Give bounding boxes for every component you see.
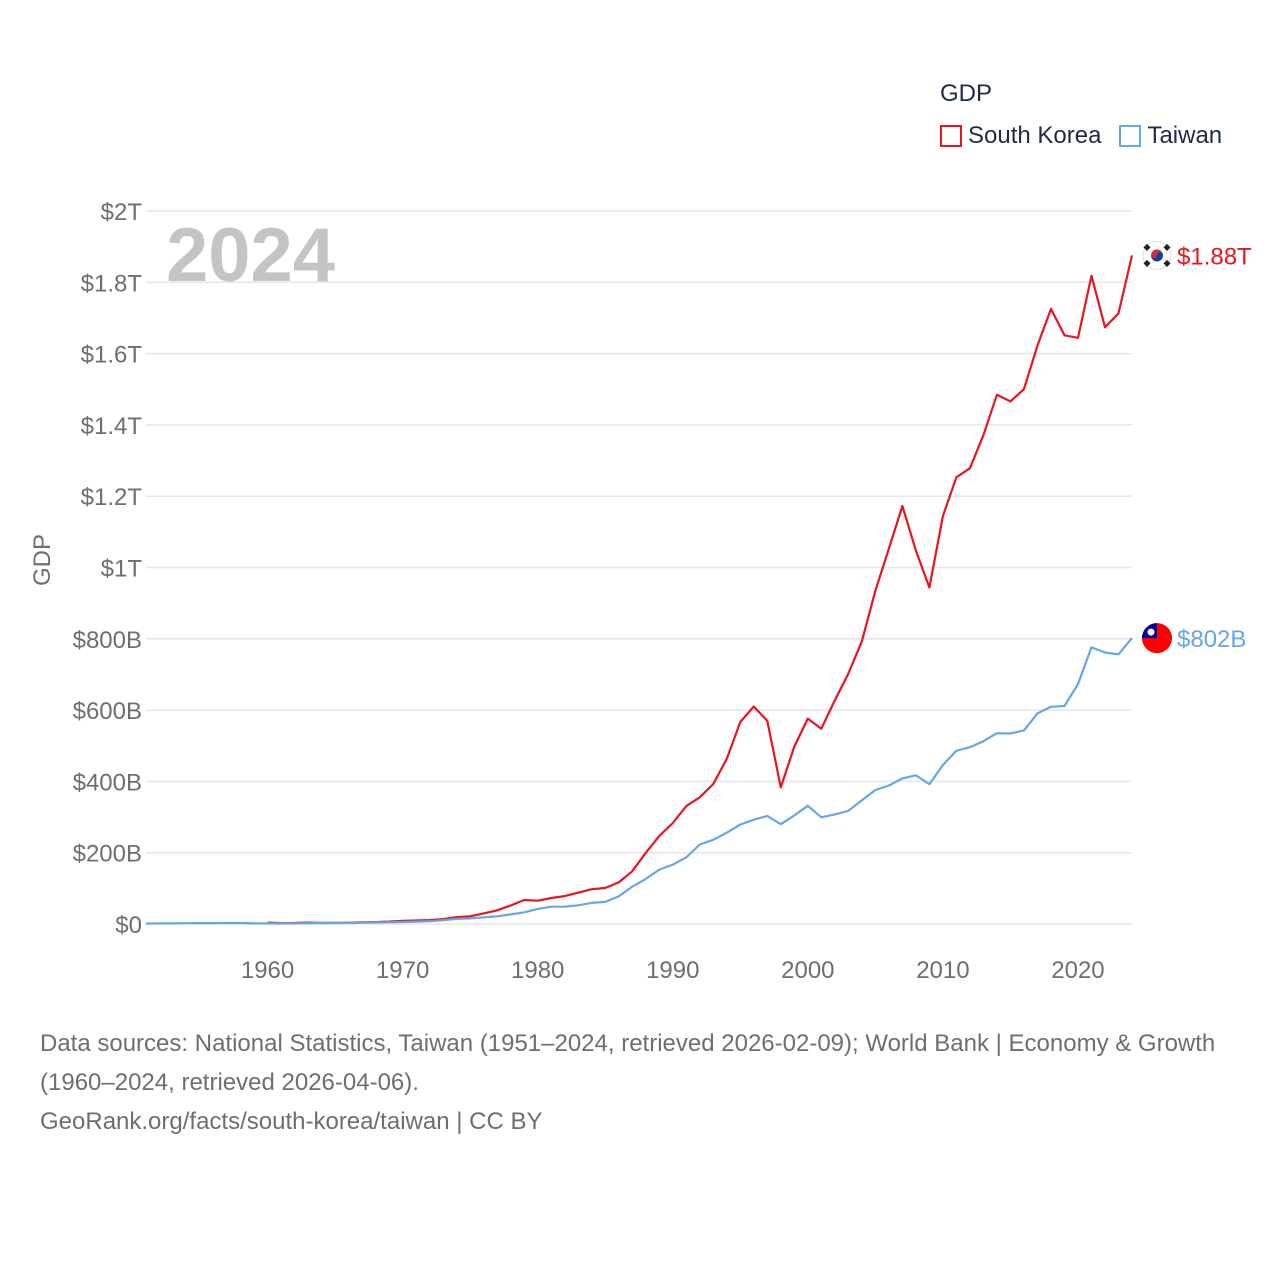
x-tick-label: 2010 <box>916 957 969 984</box>
y-tick-label: $0 <box>115 912 142 939</box>
legend-item-south-korea[interactable]: South Korea <box>940 122 1101 150</box>
taiwan-flag-icon <box>1142 623 1172 654</box>
legend-item-taiwan[interactable]: Taiwan <box>1119 122 1222 150</box>
data-source-note: Data sources: National Statistics, Taiwa… <box>40 1024 1240 1141</box>
series-line-taiwan <box>145 637 1133 925</box>
x-tick-label: 1990 <box>646 957 699 984</box>
y-axis-label: GDP <box>29 534 56 586</box>
x-tick-label: 1960 <box>241 957 294 984</box>
series-lines <box>145 255 1134 925</box>
end-value-label-south-korea: $1.88T <box>1177 243 1252 270</box>
y-tick-label: $2T <box>101 199 143 226</box>
y-tick-label: $1.8T <box>81 270 143 297</box>
year-watermark: 2024 <box>166 213 335 298</box>
y-tick-label: $200B <box>73 841 142 868</box>
y-axis-ticks: $0 $200B $400B $600B $800B $1T $1.2T $1.4T $1.6T… <box>73 199 143 939</box>
source-text: Data sources: National Statistics, Taiwa… <box>40 1030 1216 1096</box>
source-link[interactable]: GeoRank.org/facts/south-korea/taiwan | C… <box>40 1108 543 1135</box>
legend-label-taiwan: Taiwan <box>1147 122 1223 149</box>
legend-swatch-taiwan <box>1119 125 1142 147</box>
x-tick-label: 2020 <box>1051 957 1104 984</box>
x-tick-label: 1980 <box>511 957 564 984</box>
x-axis-ticks: 1960 1970 1980 1990 2000 2010 2020 <box>241 957 1105 984</box>
south-korea-flag-icon <box>1142 240 1172 270</box>
gdp-line-chart: 2024 $0 $200B $400B $600B $800B $1T $1.2T $1.4T… <box>29 199 1252 984</box>
y-tick-label: $400B <box>73 769 142 796</box>
y-tick-label: $1.2T <box>81 484 143 511</box>
legend-label-south-korea: South Korea <box>968 122 1102 149</box>
legend-title: GDP <box>940 80 993 107</box>
y-tick-label: $800B <box>73 627 142 654</box>
end-value-label-taiwan: $802B <box>1177 626 1246 653</box>
legend: South Korea Taiwan <box>940 122 1240 150</box>
y-tick-label: $1.6T <box>81 342 143 369</box>
x-tick-label: 2000 <box>781 957 834 984</box>
x-tick-label: 1970 <box>376 957 429 984</box>
legend-swatch-south-korea <box>940 125 962 147</box>
gridlines <box>146 210 1132 925</box>
y-tick-label: $1T <box>101 556 143 583</box>
series-end-markers: $1.88T $802B <box>1142 240 1252 654</box>
y-tick-label: $1.4T <box>81 413 143 440</box>
y-tick-label: $600B <box>73 698 142 725</box>
series-line-south-korea <box>267 255 1134 925</box>
